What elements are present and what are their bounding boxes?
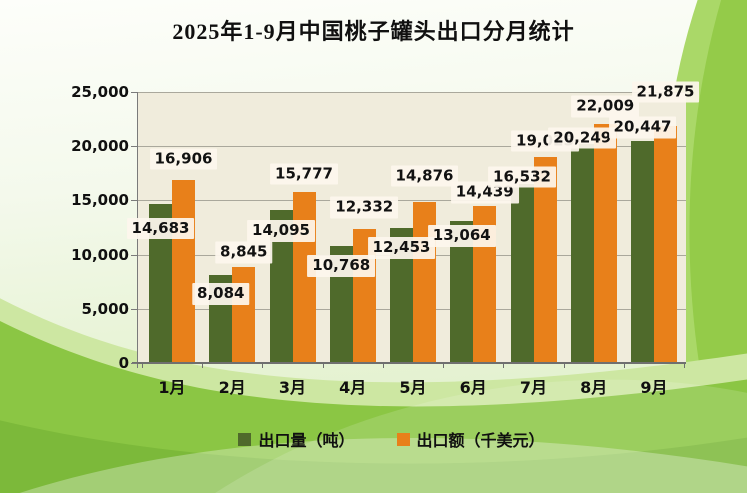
y-axis-tick-label: 25,000 [71,83,129,101]
volume-series-label: 出口量（吨） [258,431,355,450]
x-axis-label-8月: 8月 [580,378,608,397]
value-label-volume-4月: 10,768 [307,255,376,277]
x-axis-tick [684,363,686,368]
y-axis-tick-label: 10,000 [71,245,129,264]
bar-value-8月 [593,124,617,363]
x-axis-tick [382,363,384,368]
x-axis-tick [262,363,264,368]
bar-value-7月 [533,156,557,363]
legend-item-value: 出口额（千美元） [396,427,545,451]
value-label-volume-9月: 20,447 [608,116,677,139]
bar-volume-7月 [510,183,534,363]
x-axis-tick [141,363,143,368]
bar-value-2月 [232,267,256,363]
value-label-value-9月: 21,875 [631,81,700,103]
x-axis-tick [623,363,625,368]
x-axis-label-7月: 7月 [519,378,548,397]
value-label-value-8月: 22,009 [571,95,640,118]
value-label-volume-3月: 14,095 [247,220,315,242]
plot-area [138,92,686,363]
gridline [138,146,686,148]
bar-volume-9月 [631,141,654,363]
gridline [138,92,686,93]
x-axis-tick [563,363,565,368]
value-label-value-5月: 14,876 [390,165,459,187]
x-axis-line [132,362,686,364]
x-axis-tick [443,363,445,368]
y-axis-tick [131,146,137,148]
value-label-value-4月: 12,332 [330,196,399,219]
value-label-volume-7月: 16,532 [488,166,556,188]
value-label-value-2月: 8,845 [215,241,273,264]
bar-volume-8月 [570,143,594,363]
x-axis-label-2月: 2月 [218,378,246,397]
x-axis-label-3月: 3月 [278,378,307,397]
y-axis-tick [131,254,137,256]
bar-volume-1月 [149,203,172,363]
legend-item-volume: 出口量（吨） [238,427,355,451]
y-axis-tick-label: 0 [118,354,129,372]
value-label-value-3月: 15,777 [270,163,338,185]
value-series-swatch-icon [396,432,410,446]
value-label-volume-5月: 12,453 [367,237,436,259]
y-axis-tick-label: 15,000 [71,191,129,210]
bar-volume-5月 [390,228,413,363]
x-axis-label-4月: 4月 [339,378,367,397]
x-axis-label-9月: 9月 [640,378,668,397]
value-label-volume-6月: 13,064 [427,225,496,247]
x-axis-tick [503,363,505,368]
value-label-value-1月: 16,906 [149,148,218,170]
y-axis-tick-label: 20,000 [71,137,129,156]
value-label-volume-1月: 14,683 [126,217,195,240]
y-axis-tick [131,92,137,93]
y-axis-tick [131,363,137,364]
y-axis-tick [131,200,137,202]
bar-value-9月 [654,125,677,363]
x-axis-tick [202,363,204,368]
bar-value-1月 [172,179,195,363]
chart-title: 2025年1-9月中国桃子罐头出口分月统计 [172,19,575,44]
bar-value-3月 [292,191,316,363]
volume-series-swatch-icon [238,432,252,446]
y-axis-tick [131,308,137,310]
gridline [138,200,686,202]
x-axis-label-5月: 5月 [399,378,427,397]
x-axis-label-1月: 1月 [158,378,186,397]
bar-volume-3月 [269,210,293,363]
y-axis-tick-label: 5,000 [81,299,129,318]
legend: 出口量（吨） 出口额（千美元） [0,427,747,451]
bar-volume-6月 [450,221,474,363]
value-series-label: 出口额（千美元） [416,431,545,450]
value-label-volume-8月: 20,249 [548,127,617,149]
value-label-volume-2月: 8,084 [192,283,250,305]
x-axis-label-6月: 6月 [459,378,487,397]
x-axis-tick [322,363,324,368]
